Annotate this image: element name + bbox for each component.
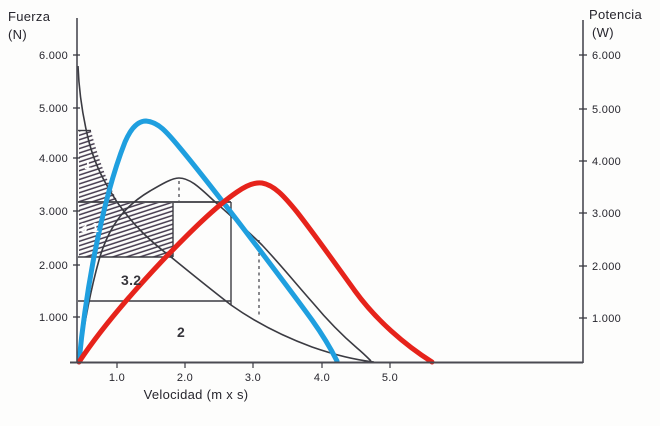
x-tick-label: 1.0	[109, 372, 125, 384]
right-tick-label: 6.000	[592, 50, 621, 62]
right-tick-label: 1.000	[592, 313, 621, 325]
hatched-zones	[79, 131, 173, 257]
zone-label-3-2: 3.2	[121, 272, 141, 288]
x-tick-label: 4.0	[314, 372, 330, 384]
left-tick-label: 2.000	[39, 260, 68, 272]
zone-label-1: 1	[84, 157, 92, 172]
red-curve	[76, 180, 435, 365]
x-axis-title: Velocidad (m x s)	[144, 387, 249, 402]
right-tick-label: 5.000	[592, 104, 621, 116]
left-tick-label: 1.000	[39, 312, 68, 324]
power-curve	[78, 177, 372, 362]
left-tick-label: 5.000	[39, 103, 68, 115]
zone-label-3-1: 3.1	[80, 220, 99, 235]
left-axis-title: Fuerza	[8, 9, 51, 24]
left-tick-label: 4.000	[39, 153, 68, 165]
x-tick-label: 3.0	[245, 372, 261, 384]
x-axis-tick-labels: 1.0 2.0 3.0 4.0 5.0	[109, 372, 398, 384]
force-velocity-curve	[77, 65, 375, 363]
right-axis-title: Potencia	[589, 7, 642, 22]
blue-curve	[76, 118, 340, 365]
zone-1-area	[79, 131, 118, 202]
x-tick-label: 5.0	[382, 372, 398, 384]
zone-label-2: 2	[177, 324, 185, 340]
right-tick-label: 4.000	[592, 156, 621, 168]
right-tick-label: 2.000	[592, 261, 621, 273]
left-axis-ticks	[73, 54, 80, 318]
axes-lines	[70, 18, 584, 364]
right-axis-unit: (W)	[592, 25, 614, 40]
left-axis-unit: (N)	[8, 27, 27, 42]
right-tick-label: 3.000	[592, 208, 621, 220]
right-axis-tick-labels: 6.000 5.000 4.000 3.000 2.000 1.000	[592, 50, 621, 325]
left-axis-tick-labels: 6.000 5.000 4.000 3.000 2.000 1.000	[39, 50, 68, 324]
left-tick-label: 3.000	[39, 206, 68, 218]
x-axis-ticks	[116, 363, 391, 368]
x-tick-label: 2.0	[177, 372, 193, 384]
left-tick-label: 6.000	[39, 50, 68, 62]
right-axis-ticks	[579, 54, 587, 319]
